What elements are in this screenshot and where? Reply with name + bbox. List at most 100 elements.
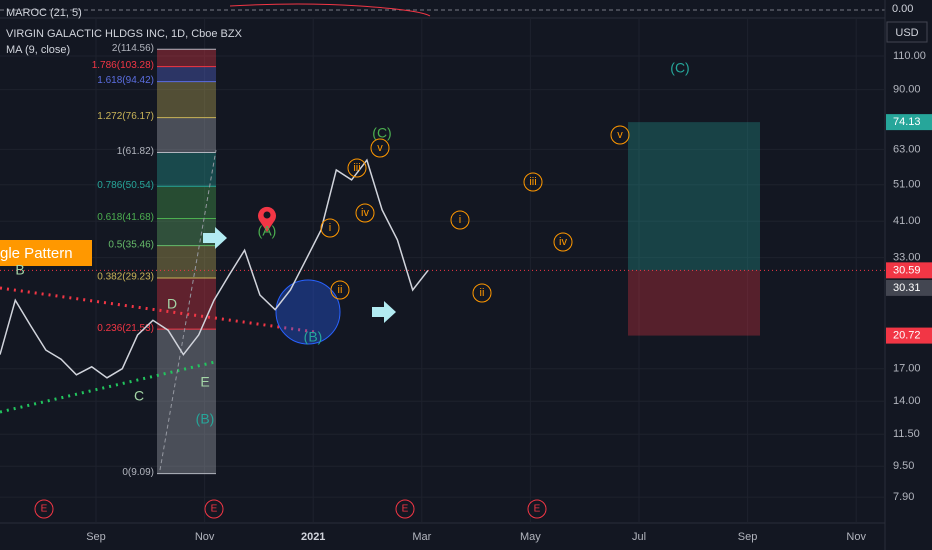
pattern-label: gle Pattern (0, 245, 73, 262)
wave-label: iii (529, 176, 536, 188)
indicator-value: 0.00 (892, 3, 913, 15)
event-circle (34, 499, 54, 519)
price-label-box (886, 327, 932, 344)
price-label: 74.13 (893, 116, 921, 128)
fib-label: 1.618(94.42) (97, 75, 154, 86)
fib-label: 1.786(103.28) (92, 60, 154, 71)
wave-label: ii (480, 287, 485, 299)
wave-label: D (167, 296, 177, 312)
event-marker: E (211, 504, 218, 515)
event-circle (527, 499, 547, 519)
y-tick-label: 63.00 (893, 143, 921, 155)
event-circle (204, 499, 224, 519)
fib-label: 0(9.09) (122, 467, 154, 478)
pattern-label-box (0, 240, 92, 266)
fib-label: 0.786(50.54) (97, 180, 154, 191)
price-label: 30.31 (893, 282, 921, 294)
wave-circle (347, 158, 367, 178)
y-tick-label: 51.00 (893, 179, 921, 191)
fib-label: 0.236(21.53) (97, 323, 154, 334)
fib-label: 0.5(35.46) (108, 239, 154, 250)
highlight-circle (275, 279, 341, 345)
trend-line-green (0, 360, 216, 414)
event-marker: E (402, 504, 409, 515)
stop-zone (628, 270, 760, 336)
wave-circle (523, 172, 543, 192)
y-tick-label: 9.50 (893, 460, 914, 472)
wave-label: (A) (258, 223, 277, 239)
fib-band (157, 277, 216, 330)
fib-band (157, 245, 216, 278)
x-tick-label: Jul (632, 531, 646, 543)
fib-label: 0.382(29.23) (97, 272, 154, 283)
fib-label: 2(114.56) (112, 43, 154, 54)
event-marker: E (41, 504, 48, 515)
y-tick-label: 41.00 (893, 215, 921, 227)
pin-hole (263, 211, 271, 219)
wave-label: ii (338, 284, 343, 296)
y-tick-label: 110.00 (893, 50, 926, 62)
fib-label: 0.618(41.68) (97, 212, 154, 223)
price-label-box (886, 114, 932, 131)
price-label-box (886, 262, 932, 279)
fib-band (157, 329, 216, 474)
wave-label: iv (559, 236, 567, 248)
wave-label: iii (353, 162, 360, 174)
indicator-label: MAROC (21, 5) (6, 7, 82, 19)
wave-label: B (15, 262, 24, 278)
wave-label: (B) (196, 411, 215, 427)
wave-label: C (134, 388, 144, 404)
event-marker: E (534, 504, 541, 515)
price-label: 30.59 (893, 264, 921, 276)
wave-label: (B) (304, 329, 323, 345)
fib-label: 1.272(76.17) (97, 111, 154, 122)
fib-band (157, 186, 216, 219)
x-tick-label: Sep (86, 531, 106, 543)
ma-label: MA (9, close) (6, 44, 70, 56)
currency: USD (895, 27, 918, 39)
wave-label: (C) (372, 125, 391, 141)
price-line (0, 158, 429, 379)
wave-label: iv (361, 207, 369, 219)
wave-label: E (200, 374, 209, 390)
fib-band (157, 66, 216, 82)
wave-label: (C) (670, 60, 689, 76)
wave-circle (610, 125, 630, 145)
symbol-title: VIRGIN GALACTIC HLDGS INC, 1D, Cboe BZX (6, 28, 243, 40)
fib-band (157, 81, 216, 118)
wave-label: v (617, 129, 623, 141)
wave-circle (370, 138, 390, 158)
y-tick-label: 14.00 (893, 395, 921, 407)
wave-label: v (377, 142, 383, 154)
x-tick-label: Mar (412, 531, 431, 543)
fib-band (157, 49, 216, 67)
wave-label: i (459, 214, 461, 226)
y-tick-label: 11.50 (893, 428, 920, 440)
y-tick-label: 7.90 (893, 491, 914, 503)
wave-circle (450, 210, 470, 230)
x-tick-label: Sep (738, 531, 758, 543)
price-label-box (886, 279, 932, 296)
wave-circle (355, 203, 375, 223)
fib-diagonal (159, 149, 217, 471)
wave-label: i (329, 222, 331, 234)
currency-box (886, 21, 928, 43)
pin-marker (258, 206, 276, 232)
indicator-line (229, 3, 431, 17)
wave-circle (553, 232, 573, 252)
fib-band (157, 117, 216, 153)
price-label: 20.72 (893, 330, 921, 342)
y-tick-label: 33.00 (893, 252, 921, 264)
event-circle (395, 499, 415, 519)
x-tick-label: 2021 (301, 531, 325, 543)
arrow (203, 227, 227, 249)
wave-circle (330, 280, 350, 300)
wave-circle (320, 218, 340, 238)
y-tick-label: 17.00 (893, 363, 921, 375)
x-tick-label: Nov (195, 531, 215, 543)
wave-circle (472, 283, 492, 303)
arrow (372, 301, 396, 323)
target-zone (628, 122, 760, 271)
